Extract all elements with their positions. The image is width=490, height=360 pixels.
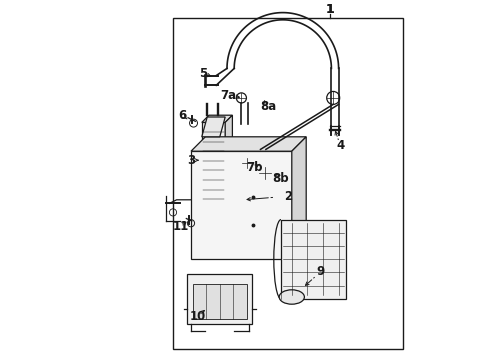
Text: 10: 10: [189, 310, 206, 323]
Polygon shape: [202, 117, 225, 137]
Bar: [202, 122, 225, 209]
Polygon shape: [202, 115, 232, 122]
Text: 8b: 8b: [272, 172, 289, 185]
Ellipse shape: [279, 290, 304, 304]
Text: 2: 2: [284, 190, 292, 203]
Text: 7a: 7a: [220, 89, 237, 102]
Text: 9: 9: [317, 265, 325, 278]
Bar: [193, 284, 247, 319]
Bar: [173, 18, 403, 349]
Polygon shape: [191, 137, 306, 151]
Text: 4: 4: [336, 139, 344, 152]
Text: 3: 3: [187, 154, 195, 167]
Bar: [191, 151, 292, 259]
Text: 1: 1: [325, 3, 334, 16]
Bar: [187, 274, 252, 324]
Polygon shape: [292, 137, 306, 259]
Polygon shape: [281, 220, 346, 299]
Text: 11: 11: [173, 220, 189, 233]
Text: 8a: 8a: [260, 100, 276, 113]
Polygon shape: [225, 115, 232, 209]
Text: 6: 6: [178, 109, 186, 122]
Text: 7b: 7b: [246, 161, 262, 174]
Text: 1: 1: [325, 3, 334, 16]
Text: 5: 5: [199, 67, 208, 80]
